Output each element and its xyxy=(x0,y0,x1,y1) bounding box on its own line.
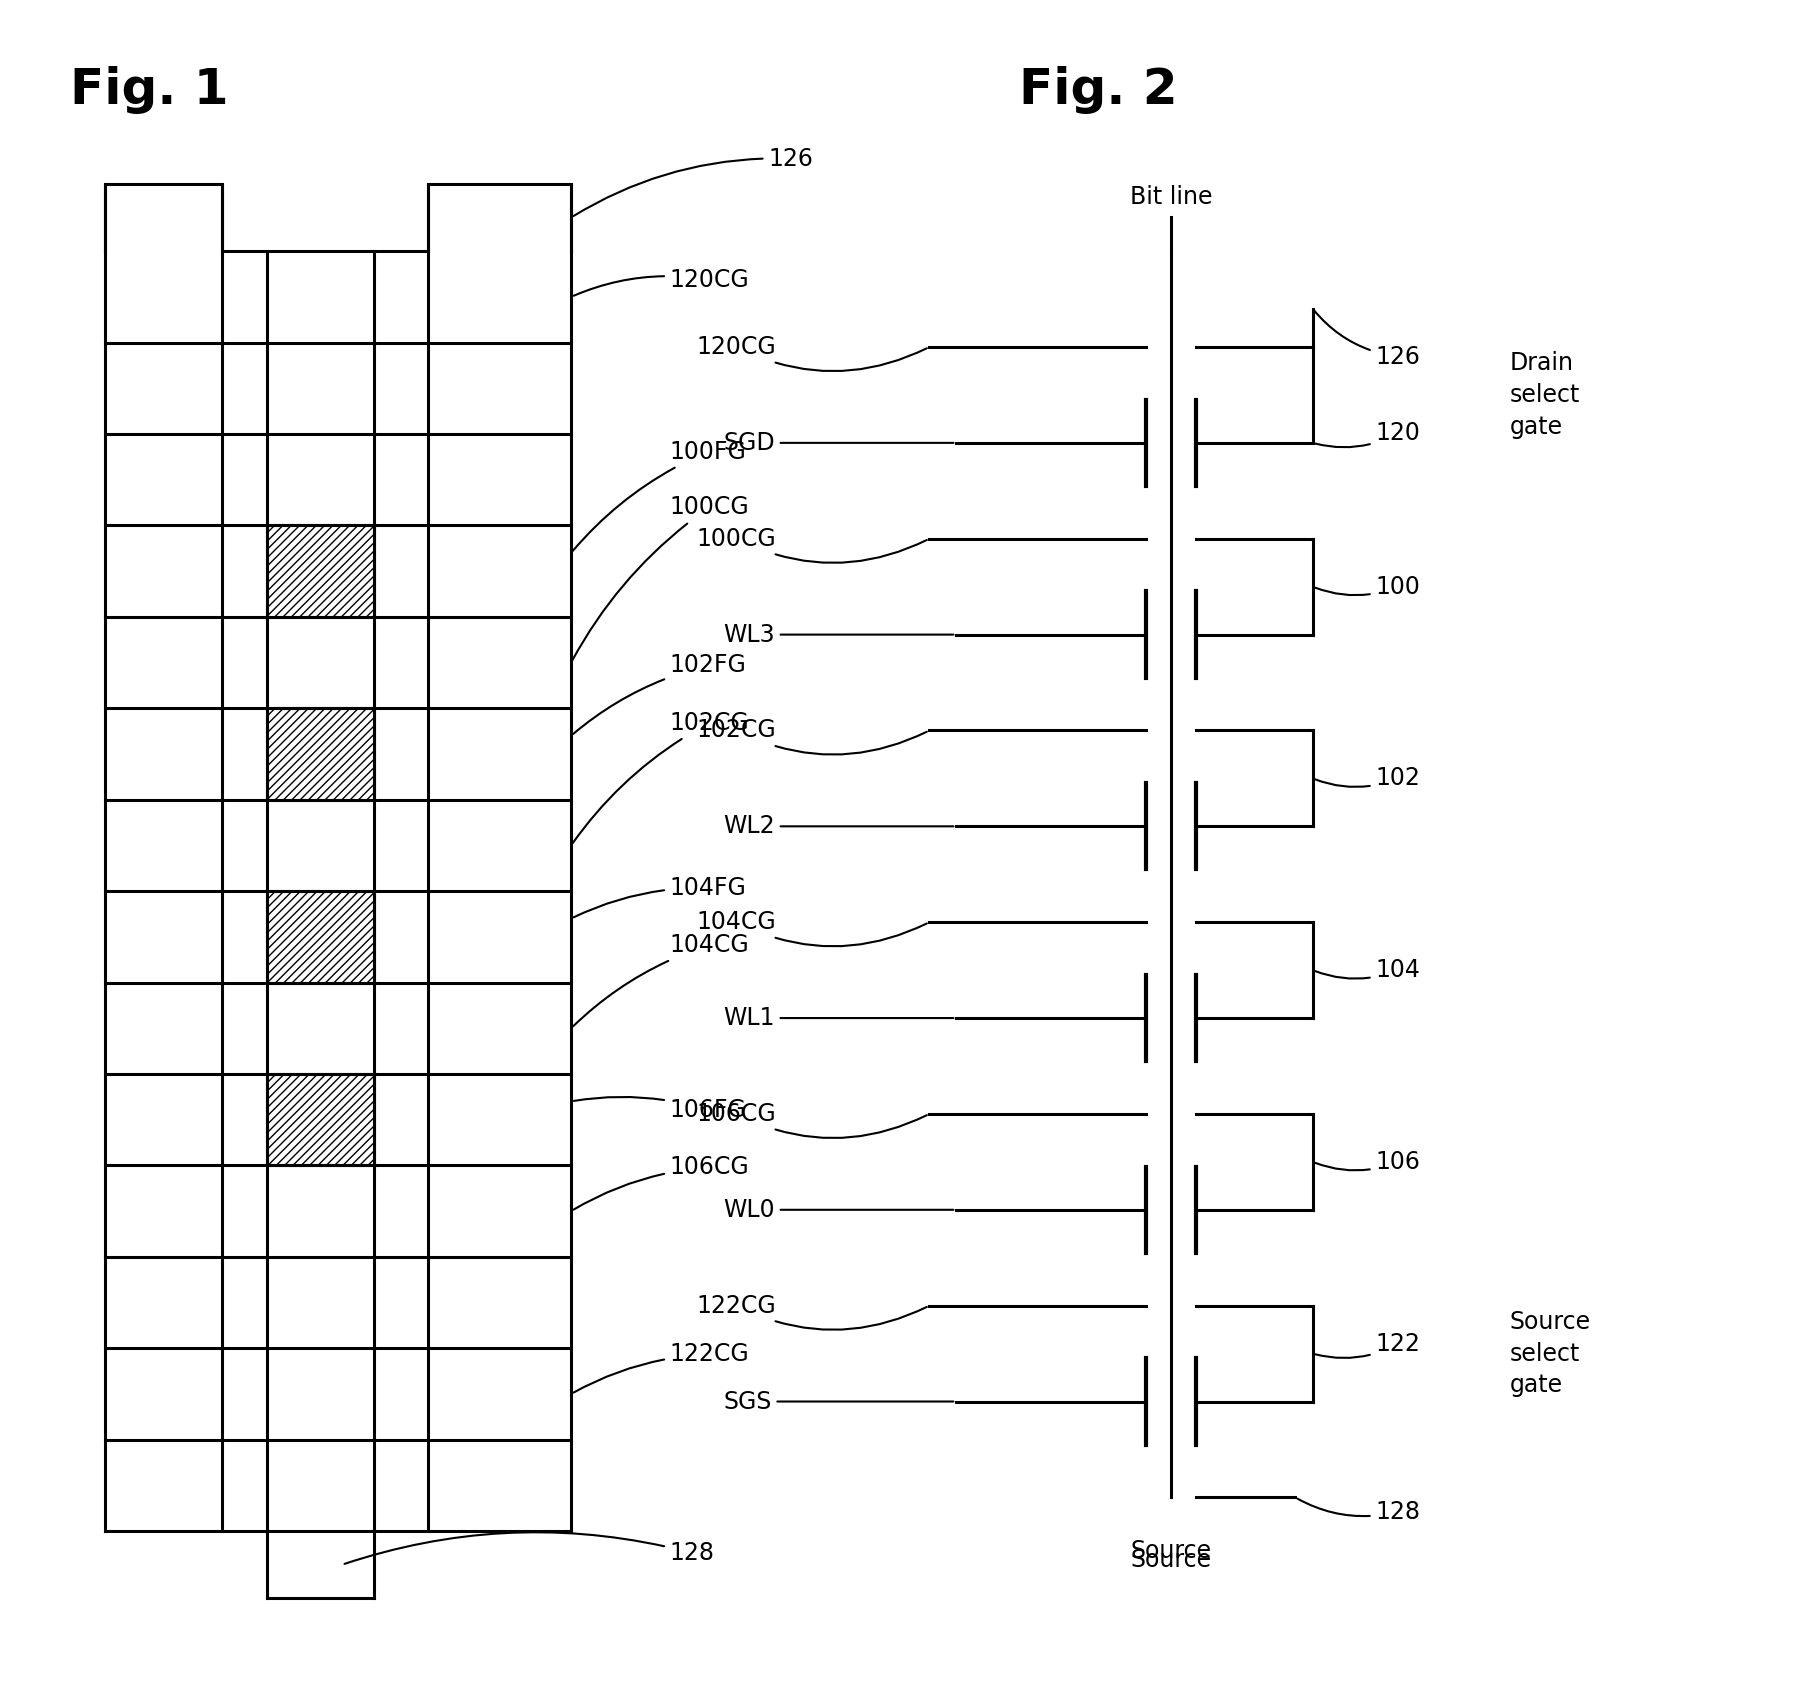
Text: 126: 126 xyxy=(574,146,812,216)
Text: 104: 104 xyxy=(1316,958,1421,981)
Text: WL3: WL3 xyxy=(724,623,953,647)
Text: Fig. 2: Fig. 2 xyxy=(1018,66,1177,114)
Text: 120: 120 xyxy=(1316,421,1421,447)
Text: 104FG: 104FG xyxy=(574,876,747,917)
Text: 128: 128 xyxy=(1298,1499,1421,1523)
Text: 102: 102 xyxy=(1316,766,1421,790)
Text: 106CG: 106CG xyxy=(574,1155,749,1209)
Text: 106CG: 106CG xyxy=(697,1102,928,1138)
Text: Bit line: Bit line xyxy=(1130,185,1213,209)
Text: 102CG: 102CG xyxy=(572,711,749,844)
Text: SGD: SGD xyxy=(724,431,953,455)
Text: Source: Source xyxy=(1130,1549,1211,1572)
Text: 122CG: 122CG xyxy=(574,1341,749,1392)
Text: 102FG: 102FG xyxy=(574,654,747,734)
Text: 122: 122 xyxy=(1316,1331,1421,1358)
Text: 104CG: 104CG xyxy=(574,932,749,1026)
Text: 126: 126 xyxy=(1314,311,1421,368)
Text: 122CG: 122CG xyxy=(697,1294,928,1330)
Text: 104CG: 104CG xyxy=(697,910,928,946)
Text: 128: 128 xyxy=(345,1532,715,1566)
Text: Fig. 1: Fig. 1 xyxy=(70,66,227,114)
Text: 106: 106 xyxy=(1316,1150,1421,1173)
Text: Source: Source xyxy=(1130,1540,1211,1564)
Text: SGS: SGS xyxy=(724,1389,953,1413)
Bar xyxy=(267,525,374,616)
Bar xyxy=(267,891,374,983)
Text: Source
select
gate: Source select gate xyxy=(1509,1309,1590,1397)
Text: 106FG: 106FG xyxy=(574,1097,747,1122)
Text: WL1: WL1 xyxy=(724,1005,953,1031)
Text: WL2: WL2 xyxy=(724,815,953,839)
Bar xyxy=(267,708,374,800)
Text: 120CG: 120CG xyxy=(697,335,928,372)
Text: WL0: WL0 xyxy=(724,1197,953,1223)
Bar xyxy=(267,1073,374,1165)
Text: 100CG: 100CG xyxy=(572,496,749,661)
Text: 120CG: 120CG xyxy=(574,268,749,295)
Text: Drain
select
gate: Drain select gate xyxy=(1509,351,1579,438)
Text: 100FG: 100FG xyxy=(572,440,747,550)
Text: 100CG: 100CG xyxy=(697,526,928,562)
Text: 100: 100 xyxy=(1316,574,1421,599)
Text: 102CG: 102CG xyxy=(697,718,928,754)
